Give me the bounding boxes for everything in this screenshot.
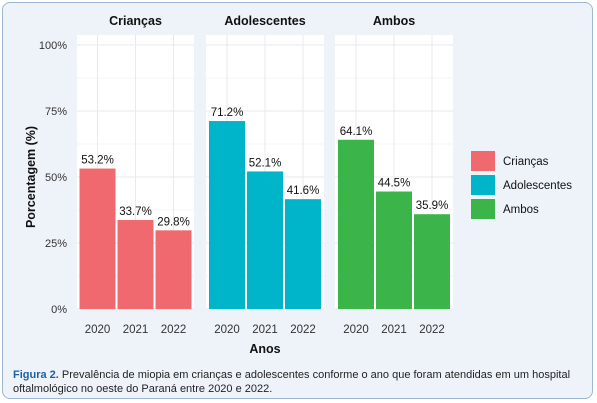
y-tick-label: 100% [39, 40, 67, 52]
legend-label: Adolescentes [503, 180, 572, 192]
legend-swatch [471, 199, 495, 219]
bar-adolescentes-2020 [209, 121, 245, 309]
x-tick-label: 2022 [419, 324, 445, 336]
y-tick-label: 75% [45, 106, 67, 118]
x-tick-label: 2020 [214, 324, 240, 336]
x-tick-label: 2021 [123, 324, 149, 336]
data-label: 35.9% [416, 200, 449, 212]
data-label: 71.2% [211, 107, 244, 119]
legend-swatch [471, 151, 495, 171]
caption-text: Prevalência de miopia em crianças e adol… [13, 369, 571, 395]
x-axis-title: Anos [249, 342, 280, 356]
bar-crianças-2022 [155, 230, 192, 309]
x-tick-label: 2021 [252, 324, 278, 336]
data-label: 41.6% [287, 185, 320, 197]
x-tick-label: 2022 [290, 324, 316, 336]
faceted-bar-chart: 0% 25% 50% 75% 100% Porcentagem (%) Anos Crianç… [24, 14, 572, 356]
data-label: 29.8% [157, 216, 190, 228]
bar-crianças-2021 [117, 220, 154, 309]
data-label: 44.5% [378, 178, 411, 190]
data-label: 53.2% [81, 155, 114, 167]
data-label: 64.1% [340, 126, 373, 138]
legend-swatch [471, 175, 495, 195]
x-tick-label: 2021 [381, 324, 407, 336]
y-tick-label: 50% [45, 172, 67, 184]
bar-ambos-2020 [338, 139, 374, 309]
bar-ambos-2022 [414, 214, 450, 309]
panel-title: Crianças [109, 14, 162, 28]
caption-label: Figura 2. [13, 369, 59, 381]
figure-caption: Figura 2. Prevalência de miopia em crian… [13, 369, 588, 396]
x-tick-label: 2022 [161, 324, 187, 336]
legend-label: Crianças [503, 156, 549, 168]
y-tick-label: 25% [45, 238, 67, 250]
data-label: 52.1% [249, 157, 282, 169]
bar-adolescentes-2021 [247, 171, 283, 309]
data-label: 33.7% [119, 206, 152, 218]
bar-crianças-2020 [79, 168, 116, 309]
legend-label: Ambos [503, 204, 539, 216]
y-axis-title: Porcentagem (%) [24, 126, 38, 228]
y-tick-label: 0% [51, 304, 67, 316]
panel-title: Adolescentes [224, 14, 305, 28]
panel-title: Ambos [373, 14, 415, 28]
bar-adolescentes-2022 [285, 199, 321, 309]
x-tick-label: 2020 [343, 324, 369, 336]
bar-ambos-2021 [376, 191, 412, 309]
x-tick-label: 2020 [85, 324, 111, 336]
